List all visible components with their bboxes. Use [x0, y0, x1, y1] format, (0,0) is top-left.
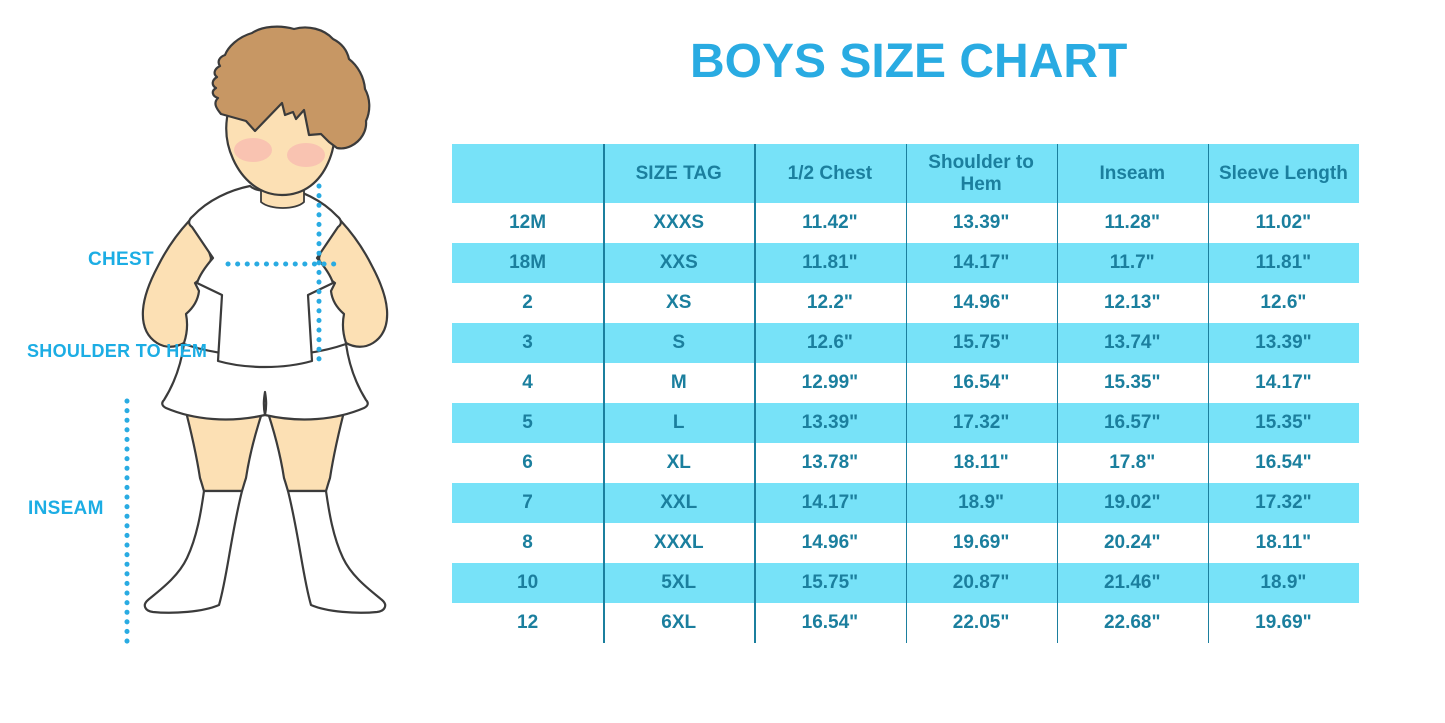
svg-text:INSEAM: INSEAM — [28, 498, 104, 519]
svg-text:SHOULDER TO HEM: SHOULDER TO HEM — [27, 341, 207, 361]
svg-text:CHEST: CHEST — [88, 249, 154, 270]
